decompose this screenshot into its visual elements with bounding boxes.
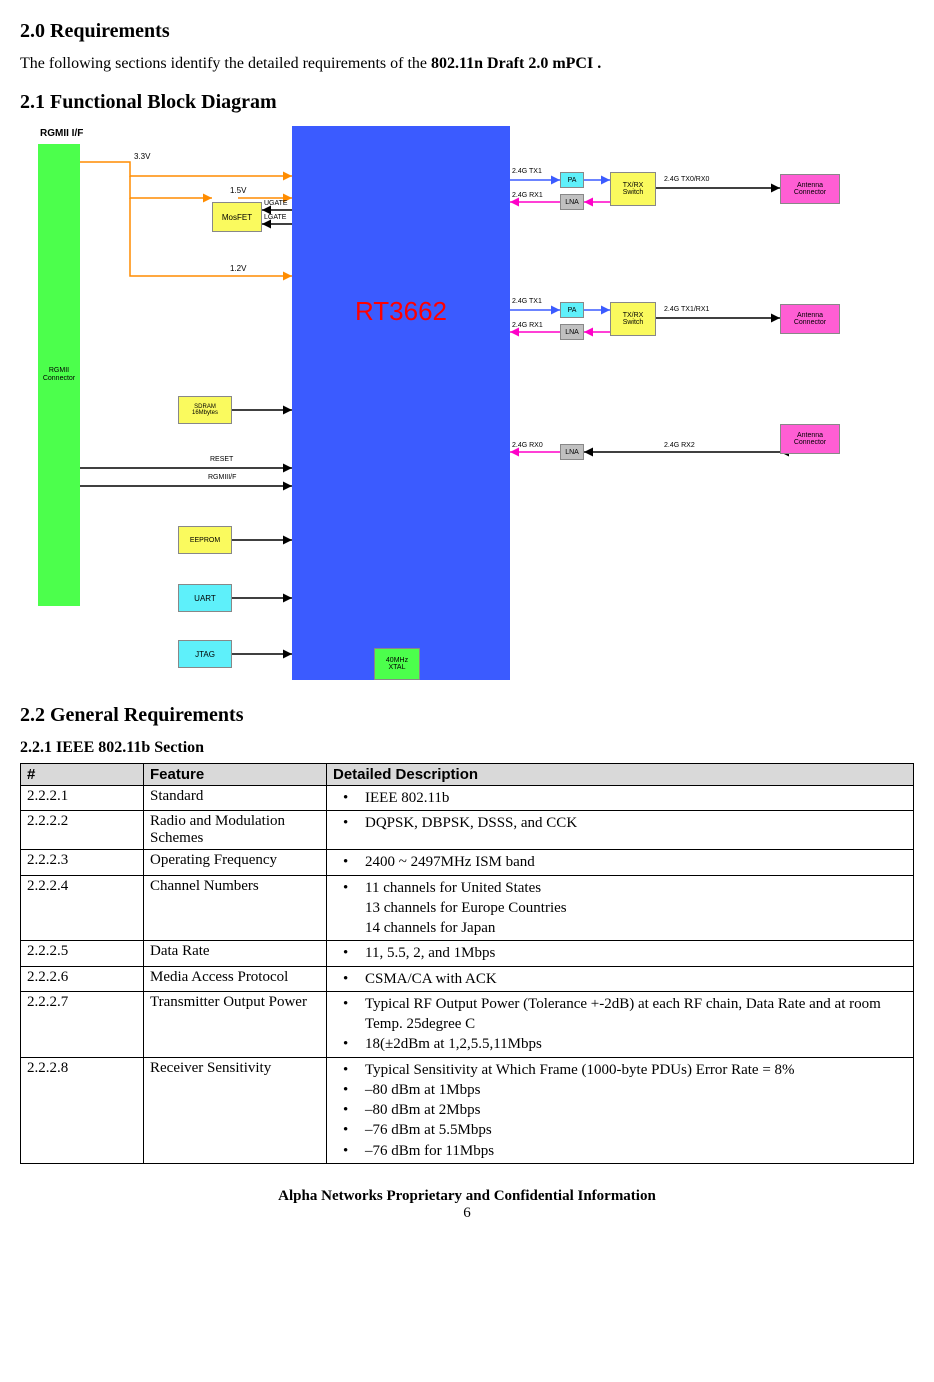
table-header-desc: Detailed Description — [327, 764, 914, 786]
cell-feature: Radio and Modulation Schemes — [144, 811, 327, 850]
heading-2-0: 2.0 Requirements — [20, 20, 914, 43]
chip-rt3662: RT3662 — [292, 126, 510, 680]
cell-feature: Transmitter Output Power — [144, 991, 327, 1057]
table-row: 2.2.2.3Operating Frequency 2400 ~ 2497MHz… — [21, 850, 914, 875]
cell-desc: 11 channels for United States13 channels… — [327, 875, 914, 941]
jtag-block: JTAG — [178, 640, 232, 668]
cell-num: 2.2.2.7 — [21, 991, 144, 1057]
cell-desc: CSMA/CA with ACK — [327, 966, 914, 991]
desc-item-cont: 14 channels for Japan — [333, 918, 907, 938]
table-header-feature: Feature — [144, 764, 327, 786]
label-rx: 2.4G RX1 — [512, 322, 543, 329]
antenna-connector: Antenna Connector — [780, 174, 840, 204]
cell-desc: Typical RF Output Power (Tolerance +-2dB… — [327, 991, 914, 1057]
antenna-connector: Antenna Connector — [780, 304, 840, 334]
desc-item-cont: 13 channels for Europe Countries — [333, 898, 907, 918]
cell-desc: 2400 ~ 2497MHz ISM band — [327, 850, 914, 875]
page-number: 6 — [20, 1205, 914, 1222]
cell-feature: Receiver Sensitivity — [144, 1057, 327, 1163]
table-row: 2.2.2.8Receiver Sensitivity Typical Sensi… — [21, 1057, 914, 1163]
mosfet-block: MosFET — [212, 202, 262, 232]
txrx-switch: TX/RX Switch — [610, 172, 656, 206]
table-row: 2.2.2.6Media Access Protocol CSMA/CA with… — [21, 966, 914, 991]
table-header-num: # — [21, 764, 144, 786]
cell-num: 2.2.2.6 — [21, 966, 144, 991]
table-row: 2.2.2.1Standard IEEE 802.11b — [21, 786, 914, 811]
rgmii-connector: RGMIIConnector — [38, 144, 80, 606]
desc-item: –76 dBm for 11Mbps — [333, 1141, 907, 1161]
cell-desc: 11, 5.5, 2, and 1Mbps — [327, 941, 914, 966]
cell-num: 2.2.2.5 — [21, 941, 144, 966]
eeprom-block: EEPROM — [178, 526, 232, 554]
desc-item: Typical RF Output Power (Tolerance +-2dB… — [333, 994, 907, 1035]
label-3v3: 3.3V — [134, 152, 150, 161]
label-rgmiiif: RGMIII/F — [208, 474, 236, 481]
cell-desc: Typical Sensitivity at Which Frame (1000… — [327, 1057, 914, 1163]
desc-item: 2400 ~ 2497MHz ISM band — [333, 852, 907, 872]
pa-block: PA — [560, 302, 584, 318]
cell-feature: Data Rate — [144, 941, 327, 966]
antenna-connector: Antenna Connector — [780, 424, 840, 454]
desc-item: IEEE 802.11b — [333, 788, 907, 808]
label-tx: 2.4G TX1 — [512, 168, 542, 175]
requirements-table: # Feature Detailed Description 2.2.2.1St… — [20, 763, 914, 1164]
desc-item: 11 channels for United States — [333, 878, 907, 898]
pa-block: PA — [560, 172, 584, 188]
label-rx: 2.4G RX0 — [512, 442, 543, 449]
heading-2-2: 2.2 General Requirements — [20, 704, 914, 727]
desc-item: 11, 5.5, 2, and 1Mbps — [333, 943, 907, 963]
cell-num: 2.2.2.3 — [21, 850, 144, 875]
table-row: 2.2.2.2Radio and Modulation Schemes DQPSK… — [21, 811, 914, 850]
intro-bold: 802.11n Draft 2.0 mPCI . — [431, 55, 601, 72]
lna-block: LNA — [560, 444, 584, 460]
cell-feature: Channel Numbers — [144, 875, 327, 941]
cell-desc: DQPSK, DBPSK, DSSS, and CCK — [327, 811, 914, 850]
table-row: 2.2.2.5Data Rate 11, 5.5, 2, and 1Mbps — [21, 941, 914, 966]
desc-item: DQPSK, DBPSK, DSSS, and CCK — [333, 813, 907, 833]
heading-2-2-1: 2.2.1 IEEE 802.11b Section — [20, 739, 914, 757]
intro-text: The following sections identify the deta… — [20, 55, 431, 72]
cell-desc: IEEE 802.11b — [327, 786, 914, 811]
txrx-switch: TX/RX Switch — [610, 302, 656, 336]
desc-item: –80 dBm at 1Mbps — [333, 1080, 907, 1100]
sdram-block: SDRAM 16Mbytes — [178, 396, 232, 424]
desc-item: –80 dBm at 2Mbps — [333, 1100, 907, 1120]
xtal-block: 40MHz XTAL — [374, 648, 420, 680]
label-link: 2.4G TX0/RX0 — [664, 176, 709, 183]
desc-item: Typical Sensitivity at Which Frame (1000… — [333, 1060, 907, 1080]
cell-feature: Media Access Protocol — [144, 966, 327, 991]
cell-num: 2.2.2.4 — [21, 875, 144, 941]
cell-feature: Operating Frequency — [144, 850, 327, 875]
cell-num: 2.2.2.2 — [21, 811, 144, 850]
desc-item: 18(±2dBm at 1,2,5.5,11Mbps — [333, 1034, 907, 1054]
lna-block: LNA — [560, 194, 584, 210]
lna-block: LNA — [560, 324, 584, 340]
cell-num: 2.2.2.1 — [21, 786, 144, 811]
label-reset: RESET — [210, 456, 233, 463]
footer-text: Alpha Networks Proprietary and Confident… — [20, 1188, 914, 1205]
uart-block: UART — [178, 584, 232, 612]
label-1v2: 1.2V — [230, 264, 246, 273]
label-1v5: 1.5V — [230, 186, 246, 195]
cell-num: 2.2.2.8 — [21, 1057, 144, 1163]
desc-item: –76 dBm at 5.5Mbps — [333, 1120, 907, 1140]
table-row: 2.2.2.7Transmitter Output PowerTypical R… — [21, 991, 914, 1057]
label-link: 2.4G TX1/RX1 — [664, 306, 709, 313]
heading-2-1: 2.1 Functional Block Diagram — [20, 91, 914, 114]
block-diagram: RGMII I/F RGMIIConnector RT3662 MosFET SDRAM… — [20, 126, 860, 686]
cell-feature: Standard — [144, 786, 327, 811]
table-row: 2.2.2.4Channel Numbers11 channels for Un… — [21, 875, 914, 941]
desc-item: CSMA/CA with ACK — [333, 969, 907, 989]
label-lgate: LGATE — [264, 214, 286, 221]
label-ugate: UGATE — [264, 200, 288, 207]
label-tx: 2.4G TX1 — [512, 298, 542, 305]
label-rx: 2.4G RX1 — [512, 192, 543, 199]
intro-paragraph: The following sections identify the deta… — [20, 55, 914, 73]
label-link: 2.4G RX2 — [664, 442, 695, 449]
rgmii-if-label: RGMII I/F — [40, 128, 83, 139]
